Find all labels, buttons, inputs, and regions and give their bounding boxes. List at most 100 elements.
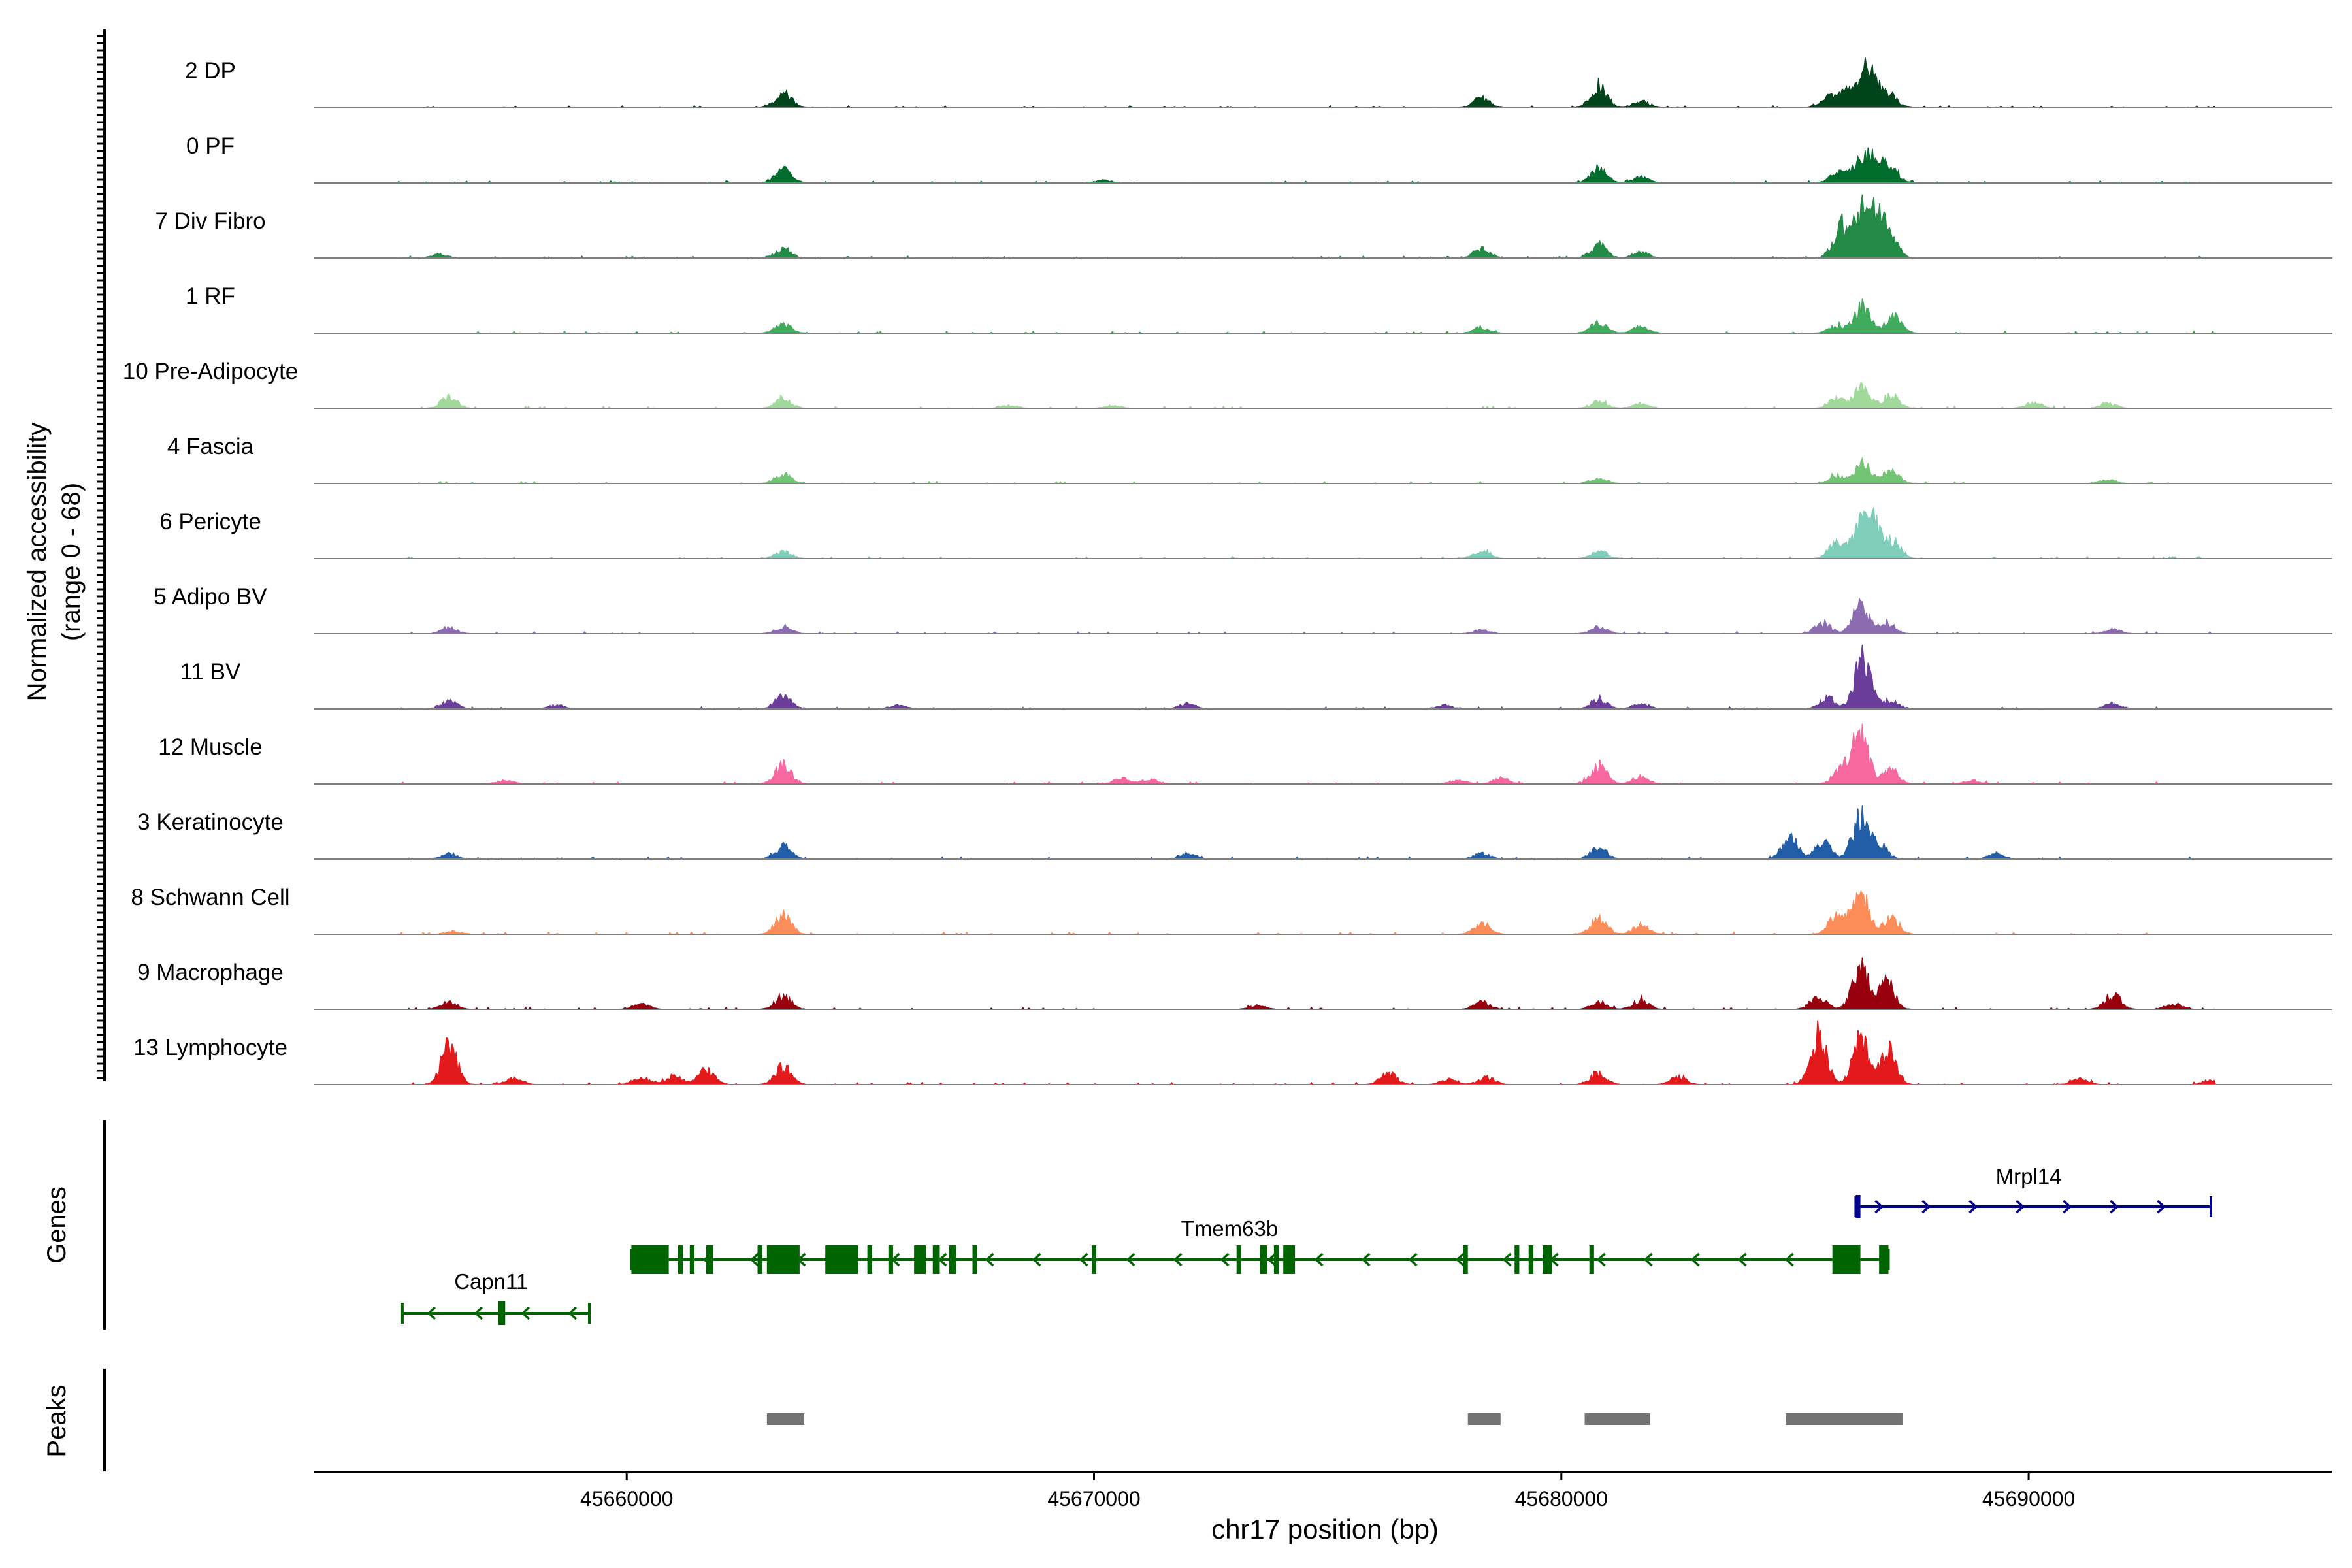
x-tick-label: 45660000 — [580, 1487, 673, 1511]
track-8-schwann-cell: 8 Schwann Cell — [131, 885, 2332, 935]
coverage-area — [314, 194, 2332, 259]
coverage-area — [314, 957, 2332, 1010]
strand-chevron — [749, 1252, 759, 1267]
track-label: 3 Keratinocyte — [137, 809, 284, 835]
coverage-area — [314, 890, 2332, 935]
strand-chevron — [1220, 1252, 1230, 1267]
strand-chevron — [1690, 1252, 1700, 1267]
track-11-bv: 11 BV — [180, 644, 2332, 710]
coverage-area — [314, 57, 2332, 108]
gene-label: Mrpl14 — [1996, 1164, 2062, 1188]
gene-exon — [757, 1245, 762, 1274]
strand-chevron — [1968, 1200, 1978, 1214]
gene-exon — [498, 1301, 506, 1325]
x-ticks: 45660000 45670000 45680000 45690000 — [580, 1472, 2075, 1511]
strand-chevron — [474, 1306, 483, 1320]
track-label: 1 RF — [186, 284, 235, 309]
coverage-area — [314, 147, 2332, 184]
gene-exon — [1463, 1245, 1468, 1274]
track-3-keratinocyte: 3 Keratinocyte — [137, 805, 2332, 860]
track-label: 0 PF — [186, 133, 235, 159]
strand-chevron — [427, 1306, 436, 1320]
track-2-dp: 2 DP — [185, 57, 2332, 108]
strand-chevron — [1737, 1252, 1747, 1267]
strand-chevron — [1267, 1252, 1277, 1267]
coverage-area — [314, 506, 2332, 560]
coverage-area — [314, 644, 2332, 710]
gene-exon — [678, 1245, 683, 1274]
x-axis: 45660000 45670000 45680000 45690000 chr17 p… — [314, 1471, 2332, 1544]
strand-chevron — [1361, 1252, 1371, 1267]
gene-models: Tmem63b Capn11 Mrpl14 — [400, 1164, 2213, 1325]
strand-chevron — [1126, 1252, 1135, 1267]
gene-exon — [1589, 1245, 1594, 1274]
track-label: 13 Lymphocyte — [133, 1035, 287, 1060]
gene-exon — [1879, 1245, 1889, 1274]
strand-chevron — [1643, 1252, 1653, 1267]
x-tick-label: 45680000 — [1515, 1487, 1608, 1511]
gene-exon — [1855, 1195, 1861, 1218]
gene-exon — [689, 1245, 694, 1274]
peak-block — [1584, 1413, 1650, 1425]
gene-exon — [972, 1245, 977, 1274]
gene-exon — [825, 1245, 858, 1274]
gene-exon — [1514, 1245, 1520, 1274]
track-7-div-fibro: 7 Div Fibro — [155, 194, 2332, 259]
y-axis-label-line-1: Normalized accessibility — [23, 423, 52, 702]
strand-chevron — [1502, 1252, 1512, 1267]
strand-chevron — [1455, 1252, 1465, 1267]
track-label: 7 Div Fibro — [155, 208, 265, 234]
track-label: 12 Muscle — [158, 734, 263, 760]
strand-chevron — [1079, 1252, 1088, 1267]
gene-exon — [949, 1245, 956, 1274]
peaks-panel-label: Peaks — [42, 1384, 71, 1457]
x-axis-title: chr17 position (bp) — [1211, 1514, 1439, 1544]
gene-exon — [1543, 1245, 1552, 1274]
track-1-rf: 1 RF — [186, 284, 2332, 335]
strand-chevron — [1874, 1200, 1884, 1214]
gene-exon — [1091, 1245, 1097, 1274]
gene-exon — [867, 1245, 872, 1274]
gene-capn11: Capn11 — [400, 1269, 591, 1325]
gene-exon — [914, 1245, 926, 1274]
coverage-area — [314, 597, 2332, 634]
strand-chevron — [1314, 1252, 1324, 1267]
coverage-tracks: 2 DP 0 PF 7 Div Fibro 1 RF 10 Pre-Adipocyte 4… — [123, 57, 2332, 1086]
coverage-y-axis — [97, 29, 106, 1081]
track-9-macrophage: 9 Macrophage — [137, 957, 2332, 1010]
strand-chevron — [2110, 1200, 2119, 1214]
peak-block — [1786, 1413, 1903, 1425]
track-label: 2 DP — [185, 58, 236, 84]
genes-panel-label: Genes — [42, 1186, 71, 1264]
strand-chevron — [1173, 1252, 1183, 1267]
track-label: 8 Schwann Cell — [131, 885, 289, 910]
track-10-pre-adipocyte: 10 Pre-Adipocyte — [123, 359, 2332, 410]
strand-chevron — [521, 1306, 531, 1320]
coverage-area — [314, 723, 2332, 785]
genes-panel: Genes Tmem63b Capn11 Mrpl14 — [42, 1120, 2213, 1330]
gene-label: Capn11 — [454, 1269, 528, 1294]
coverage-area — [314, 381, 2332, 410]
strand-chevron — [2016, 1200, 2025, 1214]
gene-mrpl14: Mrpl14 — [1854, 1164, 2213, 1218]
gene-exon — [1236, 1245, 1241, 1274]
gene-exon — [1832, 1245, 1861, 1274]
x-tick-label: 45690000 — [1982, 1487, 2075, 1511]
peak-block — [1467, 1413, 1501, 1425]
track-0-pf: 0 PF — [186, 133, 2332, 184]
gene-label: Tmem63b — [1181, 1217, 1279, 1241]
track-6-pericyte: 6 Pericyte — [159, 506, 2332, 560]
strand-chevron — [568, 1306, 578, 1320]
track-label: 9 Macrophage — [137, 960, 284, 985]
track-label: 4 Fascia — [167, 434, 254, 459]
gene-tmem63b: Tmem63b — [630, 1217, 1890, 1274]
strand-chevron — [1408, 1252, 1418, 1267]
peak-blocks — [766, 1413, 1903, 1425]
track-label: 5 Adipo BV — [154, 584, 267, 610]
strand-chevron — [1784, 1252, 1794, 1267]
gene-exon — [1528, 1245, 1533, 1274]
track-label: 11 BV — [180, 659, 241, 685]
strand-chevron — [2157, 1200, 2166, 1214]
coverage-area — [314, 298, 2332, 335]
